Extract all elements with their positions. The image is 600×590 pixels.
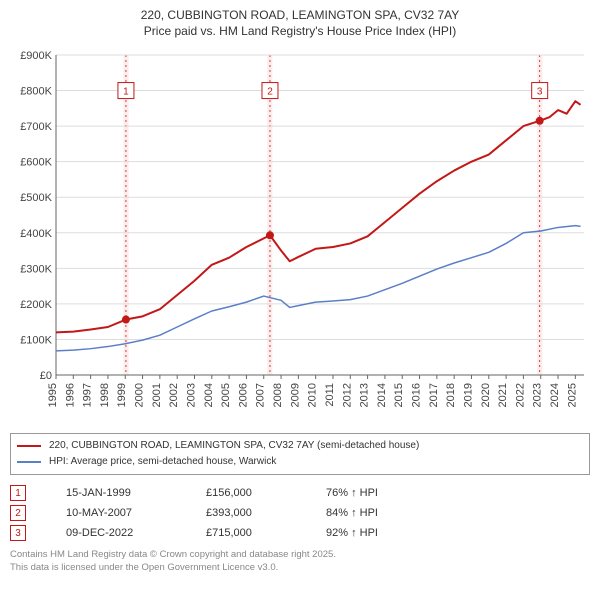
marker-badge: 3 [10,525,26,541]
marker-hpi: 84% ↑ HPI [326,507,378,519]
marker-row: 1 15-JAN-1999 £156,000 76% ↑ HPI [10,485,590,501]
svg-text:2016: 2016 [411,383,423,407]
svg-text:2024: 2024 [549,383,561,407]
marker-hpi: 92% ↑ HPI [326,527,378,539]
svg-text:2005: 2005 [220,383,232,407]
title-line2: Price paid vs. HM Land Registry's House … [10,24,590,40]
svg-text:£100K: £100K [20,335,52,347]
svg-text:2022: 2022 [514,383,526,407]
footer: Contains HM Land Registry data © Crown c… [10,549,590,574]
svg-text:2001: 2001 [151,383,163,407]
svg-text:2013: 2013 [359,383,371,407]
marker-row: 3 09-DEC-2022 £715,000 92% ↑ HPI [10,525,590,541]
svg-text:2019: 2019 [462,383,474,407]
svg-text:2: 2 [267,87,273,98]
svg-text:2010: 2010 [307,383,319,407]
footer-line1: Contains HM Land Registry data © Crown c… [10,549,590,561]
svg-text:£800K: £800K [20,86,52,98]
svg-text:2017: 2017 [428,383,440,407]
legend-label: HPI: Average price, semi-detached house,… [49,454,276,470]
marker-price: £715,000 [206,527,286,539]
marker-hpi: 76% ↑ HPI [326,487,378,499]
svg-text:1995: 1995 [47,383,59,407]
svg-text:3: 3 [537,87,543,98]
svg-text:£700K: £700K [20,121,52,133]
marker-table: 1 15-JAN-1999 £156,000 76% ↑ HPI 2 10-MA… [10,485,590,541]
svg-text:2020: 2020 [480,383,492,407]
svg-text:2018: 2018 [445,383,457,407]
marker-date: 10-MAY-2007 [66,507,166,519]
svg-text:2002: 2002 [168,383,180,407]
marker-date: 15-JAN-1999 [66,487,166,499]
svg-text:£600K: £600K [20,157,52,169]
svg-text:£400K: £400K [20,228,52,240]
legend-item: 220, CUBBINGTON ROAD, LEAMINGTON SPA, CV… [17,438,583,454]
legend: 220, CUBBINGTON ROAD, LEAMINGTON SPA, CV… [10,433,590,475]
footer-line2: This data is licensed under the Open Gov… [10,562,590,574]
svg-text:2007: 2007 [255,383,267,407]
chart: £0 £100K £200K £300K £400K £500K £600K £700K £80… [10,45,590,425]
marker-price: £156,000 [206,487,286,499]
svg-text:2021: 2021 [497,383,509,407]
svg-text:1: 1 [123,87,129,98]
svg-text:£200K: £200K [20,299,52,311]
legend-label: 220, CUBBINGTON ROAD, LEAMINGTON SPA, CV… [49,438,419,454]
svg-text:2000: 2000 [134,383,146,407]
svg-text:2012: 2012 [341,383,353,407]
svg-text:2023: 2023 [532,383,544,407]
svg-text:£0: £0 [40,370,52,382]
svg-text:2009: 2009 [289,383,301,407]
legend-swatch [17,445,41,447]
svg-text:2006: 2006 [237,383,249,407]
svg-text:2025: 2025 [566,383,578,407]
chart-title: 220, CUBBINGTON ROAD, LEAMINGTON SPA, CV… [10,8,590,39]
legend-swatch [17,461,41,463]
svg-text:2014: 2014 [376,383,388,407]
legend-item: HPI: Average price, semi-detached house,… [17,454,583,470]
svg-text:1996: 1996 [64,383,76,407]
svg-text:2015: 2015 [393,383,405,407]
svg-text:2011: 2011 [324,383,336,407]
svg-text:£500K: £500K [20,192,52,204]
svg-text:£900K: £900K [20,50,52,62]
svg-text:2003: 2003 [185,383,197,407]
svg-text:1998: 1998 [99,383,111,407]
marker-price: £393,000 [206,507,286,519]
svg-text:2008: 2008 [272,383,284,407]
marker-badge: 1 [10,485,26,501]
marker-row: 2 10-MAY-2007 £393,000 84% ↑ HPI [10,505,590,521]
marker-date: 09-DEC-2022 [66,527,166,539]
marker-badge: 2 [10,505,26,521]
svg-text:1997: 1997 [82,383,94,407]
svg-text:£300K: £300K [20,264,52,276]
svg-text:1999: 1999 [116,383,128,407]
title-line1: 220, CUBBINGTON ROAD, LEAMINGTON SPA, CV… [10,8,590,24]
svg-text:2004: 2004 [203,383,215,407]
